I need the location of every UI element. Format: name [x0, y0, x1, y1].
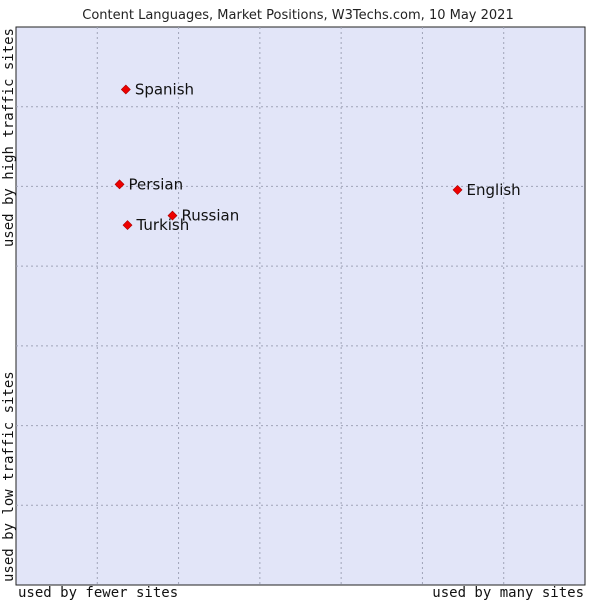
y-axis-bottom-label: used by low traffic sites [1, 371, 17, 582]
data-label-turkish: Turkish [136, 216, 190, 234]
chart-title: Content Languages, Market Positions, W3T… [82, 8, 513, 23]
data-point-persian [114, 179, 125, 190]
data-point-russian [167, 210, 178, 221]
data-point-english [452, 185, 463, 195]
data-point-turkish [122, 220, 133, 231]
grid-lines [16, 27, 585, 585]
data-label-spanish: Spanish [135, 80, 194, 98]
data-label-english: English [467, 181, 521, 199]
data-label-persian: Persian [129, 175, 184, 193]
data-point-spanish [120, 84, 131, 95]
plot-area [15, 26, 586, 586]
x-axis-right-label: used by many sites [432, 585, 584, 600]
x-axis-left-label: used by fewer sites [18, 585, 178, 600]
y-axis-top-label: used by high traffic sites [1, 28, 17, 247]
data-label-russian: Russian [181, 207, 239, 225]
